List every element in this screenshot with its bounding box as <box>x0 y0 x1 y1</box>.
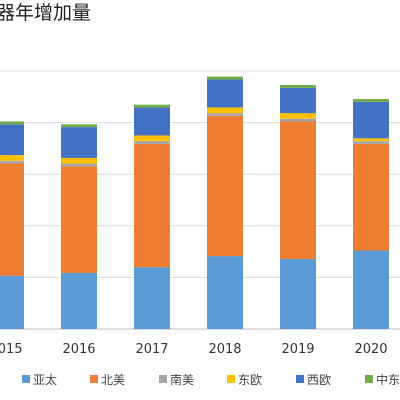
x-axis-ticks: 2015 2016 2017 2018 2019 2020 <box>0 342 388 357</box>
legend-label: 中东&非洲 <box>376 372 400 387</box>
bar-segment-2019-6 <box>280 85 316 88</box>
bar-segment-2015-4 <box>0 155 24 161</box>
bar-segment-2016-6 <box>61 124 97 128</box>
bar-segment-2018-5 <box>207 79 243 108</box>
bar-segment-2015-1 <box>0 275 24 329</box>
bar-segment-2015-6 <box>0 121 24 125</box>
legend-label: 北美 <box>101 373 125 387</box>
legend: 亚太 北美 南美 东欧 西欧 中东&非洲 <box>22 372 400 387</box>
legend-label: 西欧 <box>307 373 331 387</box>
bar-segment-2017-6 <box>134 104 170 108</box>
bar-segment-2018-2 <box>207 115 243 257</box>
bar-segment-2019-5 <box>280 87 316 114</box>
x-tick-label: 2015 <box>0 342 23 357</box>
x-tick-label: 2017 <box>135 342 168 357</box>
bar-segment-2018-3 <box>207 113 243 116</box>
bar-segment-2017-3 <box>134 141 170 144</box>
bar-segment-2019-4 <box>280 113 316 119</box>
bar-segment-2020-6 <box>353 99 389 102</box>
legend-swatch <box>159 375 167 383</box>
bar-segment-2019-1 <box>280 258 316 329</box>
chart-title: 器年增加量 <box>0 2 91 24</box>
bar-segment-2017-2 <box>134 143 170 268</box>
bar-segment-2017-4 <box>134 135 170 142</box>
legend-swatch <box>22 375 30 383</box>
legend-label: 亚太 <box>33 372 57 387</box>
bar-segment-2015-5 <box>0 124 24 156</box>
x-tick-label: 2018 <box>208 342 241 357</box>
legend-swatch <box>90 375 98 383</box>
bar-segment-2020-5 <box>353 101 389 139</box>
bar-segment-2015-3 <box>0 160 24 164</box>
bar-segment-2016-5 <box>61 127 97 158</box>
bar-segment-2020-1 <box>353 250 389 329</box>
bar-segment-2020-2 <box>353 143 389 251</box>
bar-segment-2020-4 <box>353 138 389 142</box>
x-tick-label: 2016 <box>62 342 95 357</box>
bar-segment-2016-1 <box>61 272 97 329</box>
legend-swatch <box>296 375 304 383</box>
bar-segment-2019-2 <box>280 121 316 259</box>
x-tick-label: 2019 <box>281 342 314 357</box>
bar-segment-2019-3 <box>280 118 316 122</box>
legend-swatch <box>365 375 373 383</box>
x-tick-label: 2020 <box>354 342 387 357</box>
gridlines <box>0 70 400 330</box>
bar-segment-2020-3 <box>353 141 389 144</box>
legend-label: 东欧 <box>238 373 262 387</box>
bar-segment-2015-2 <box>0 163 24 276</box>
legend-label: 南美 <box>170 372 194 387</box>
bar-segment-2018-4 <box>207 107 243 114</box>
legend-swatch <box>227 375 235 383</box>
bar-segment-2016-2 <box>61 166 97 273</box>
bars <box>0 76 389 329</box>
bar-segment-2016-4 <box>61 157 97 164</box>
bar-segment-2017-1 <box>134 267 170 329</box>
bar-segment-2018-1 <box>207 256 243 329</box>
bar-segment-2016-3 <box>61 163 97 167</box>
bar-segment-2018-6 <box>207 76 243 80</box>
bar-segment-2017-5 <box>134 107 170 136</box>
